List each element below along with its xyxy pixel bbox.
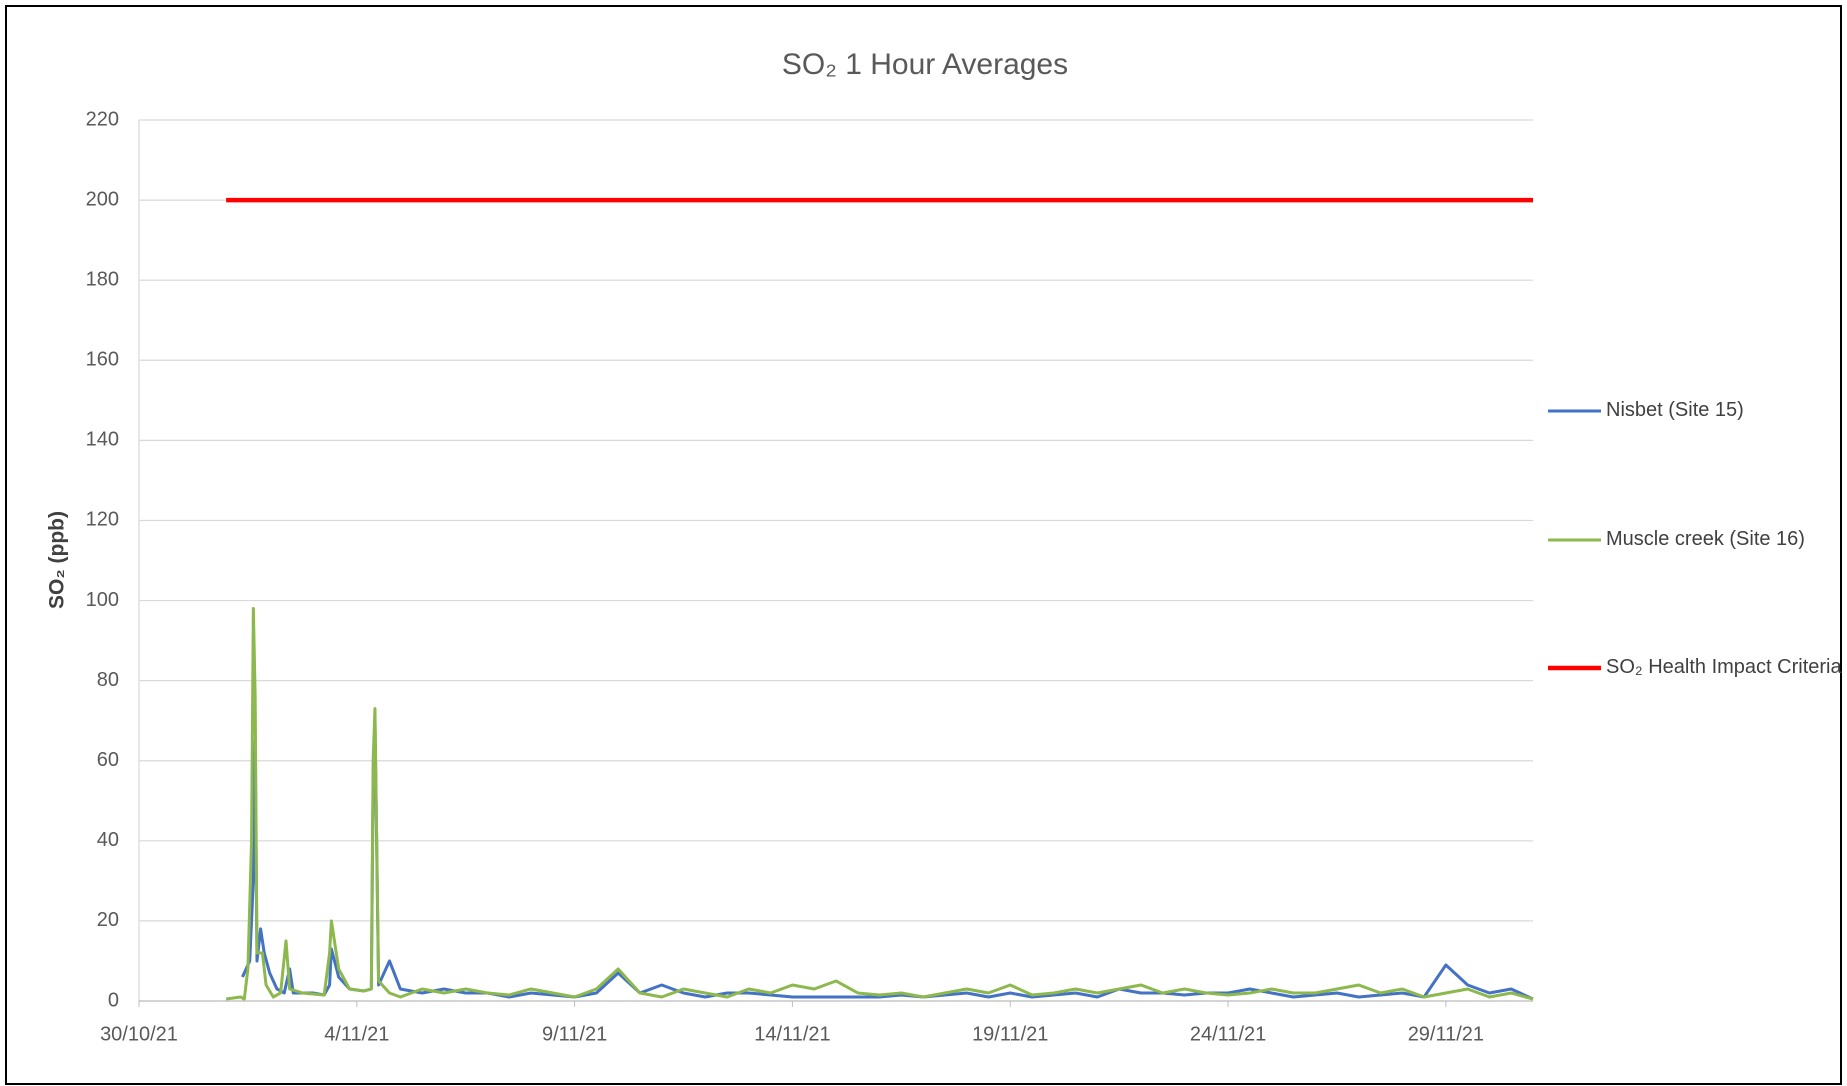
legend-label: SO₂ Health Impact Criteria (1606, 656, 1842, 678)
x-tick-label: 30/10/21 (100, 1023, 178, 1045)
y-tick-label: 220 (86, 108, 119, 130)
y-tick-label: 60 (97, 749, 119, 771)
y-tick-label: 20 (97, 909, 119, 931)
legend-label: Muscle creek (Site 16) (1606, 528, 1805, 550)
legend-label: Nisbet (Site 15) (1606, 399, 1744, 421)
y-tick-label: 80 (97, 669, 119, 691)
chart-title: SO₂ 1 Hour Averages (782, 48, 1068, 81)
y-axis-label: SO₂ (ppb) (46, 511, 69, 609)
y-tick-label: 140 (86, 429, 119, 451)
y-tick-label: 100 (86, 589, 119, 611)
y-tick-label: 0 (108, 989, 119, 1011)
chart-border (5, 5, 1842, 1085)
x-tick-label: 4/11/21 (324, 1023, 389, 1045)
y-tick-label: 120 (86, 509, 119, 531)
x-tick-label: 19/11/21 (972, 1023, 1048, 1045)
x-tick-label: 29/11/21 (1408, 1023, 1484, 1045)
x-tick-label: 9/11/21 (542, 1023, 607, 1045)
x-tick-label: 24/11/21 (1190, 1023, 1266, 1045)
series-line (225, 607, 1534, 1001)
x-tick-label: 14/11/21 (754, 1023, 830, 1045)
y-tick-label: 160 (86, 349, 119, 371)
y-tick-label: 180 (86, 268, 119, 290)
y-tick-label: 200 (86, 188, 119, 210)
y-tick-label: 40 (97, 829, 119, 851)
